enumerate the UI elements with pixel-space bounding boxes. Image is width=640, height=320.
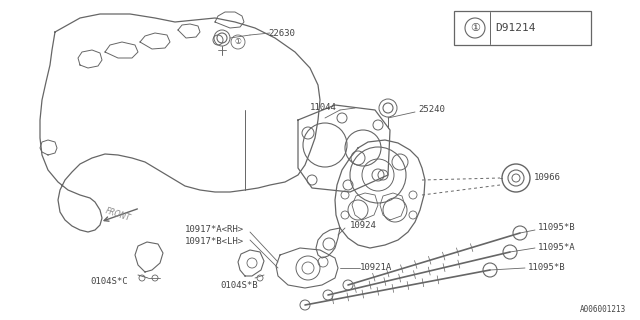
Text: 10924: 10924 — [350, 220, 377, 229]
Text: 11044: 11044 — [310, 102, 337, 111]
Text: 10921A: 10921A — [360, 263, 392, 273]
Text: 22630: 22630 — [268, 28, 295, 37]
Text: 11095*A: 11095*A — [538, 244, 575, 252]
Text: FRONT: FRONT — [104, 207, 132, 223]
Text: A006001213: A006001213 — [580, 306, 627, 315]
Text: 11095*B: 11095*B — [538, 223, 575, 233]
Text: ①: ① — [470, 23, 480, 33]
Text: 0104S*B: 0104S*B — [220, 281, 258, 290]
Text: 10917*B<LH>: 10917*B<LH> — [185, 236, 244, 245]
Text: 10966: 10966 — [534, 173, 561, 182]
Text: 0104S*C: 0104S*C — [90, 277, 127, 286]
Text: D91214: D91214 — [495, 23, 536, 33]
Text: 11095*B: 11095*B — [528, 263, 566, 273]
Text: 25240: 25240 — [418, 106, 445, 115]
Text: 10917*A<RH>: 10917*A<RH> — [185, 226, 244, 235]
Text: ①: ① — [235, 37, 241, 46]
